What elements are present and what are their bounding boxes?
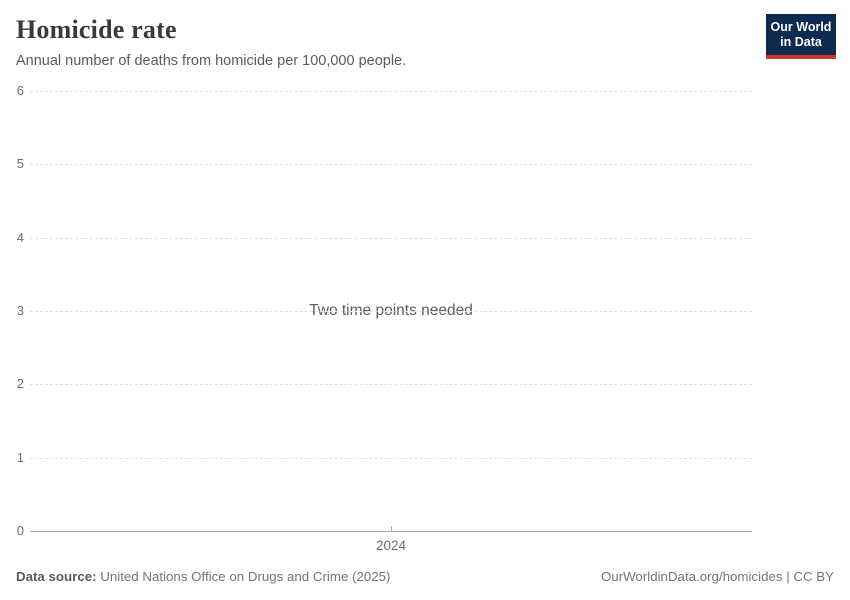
y-tick-label: 6 (16, 83, 24, 98)
owid-logo-line2: in Data (780, 35, 822, 49)
data-source-label: Data source: (16, 569, 97, 584)
attribution-link[interactable]: OurWorldinData.org/homicides | CC BY (600, 569, 834, 584)
y-tick-label: 5 (16, 156, 24, 172)
y-tick-label: 0 (16, 523, 24, 538)
y-tick-label: 4 (16, 229, 24, 245)
y-tick-label: 1 (16, 449, 24, 465)
gridline (30, 164, 752, 166)
chart-subtitle: Annual number of deaths from homicide pe… (16, 53, 407, 69)
y-tick-label: 2 (16, 376, 24, 392)
gridline (30, 91, 752, 92)
x-tick-mark (391, 526, 392, 531)
x-axis-line (30, 531, 752, 532)
data-source: Data source: United Nations Office on Dr… (16, 569, 390, 584)
owid-logo[interactable]: Our World in Data (766, 14, 836, 59)
x-tick-label: 2024 (375, 538, 407, 553)
gridline (30, 311, 752, 312)
gridline (30, 384, 752, 386)
gridline (30, 237, 752, 239)
data-source-value: United Nations Office on Drugs and Crime… (100, 569, 391, 584)
page-title: Homicide rate (16, 15, 177, 44)
owid-logo-line1: Our World (770, 20, 832, 34)
gridline (30, 457, 752, 459)
y-tick-label: 3 (16, 303, 24, 318)
